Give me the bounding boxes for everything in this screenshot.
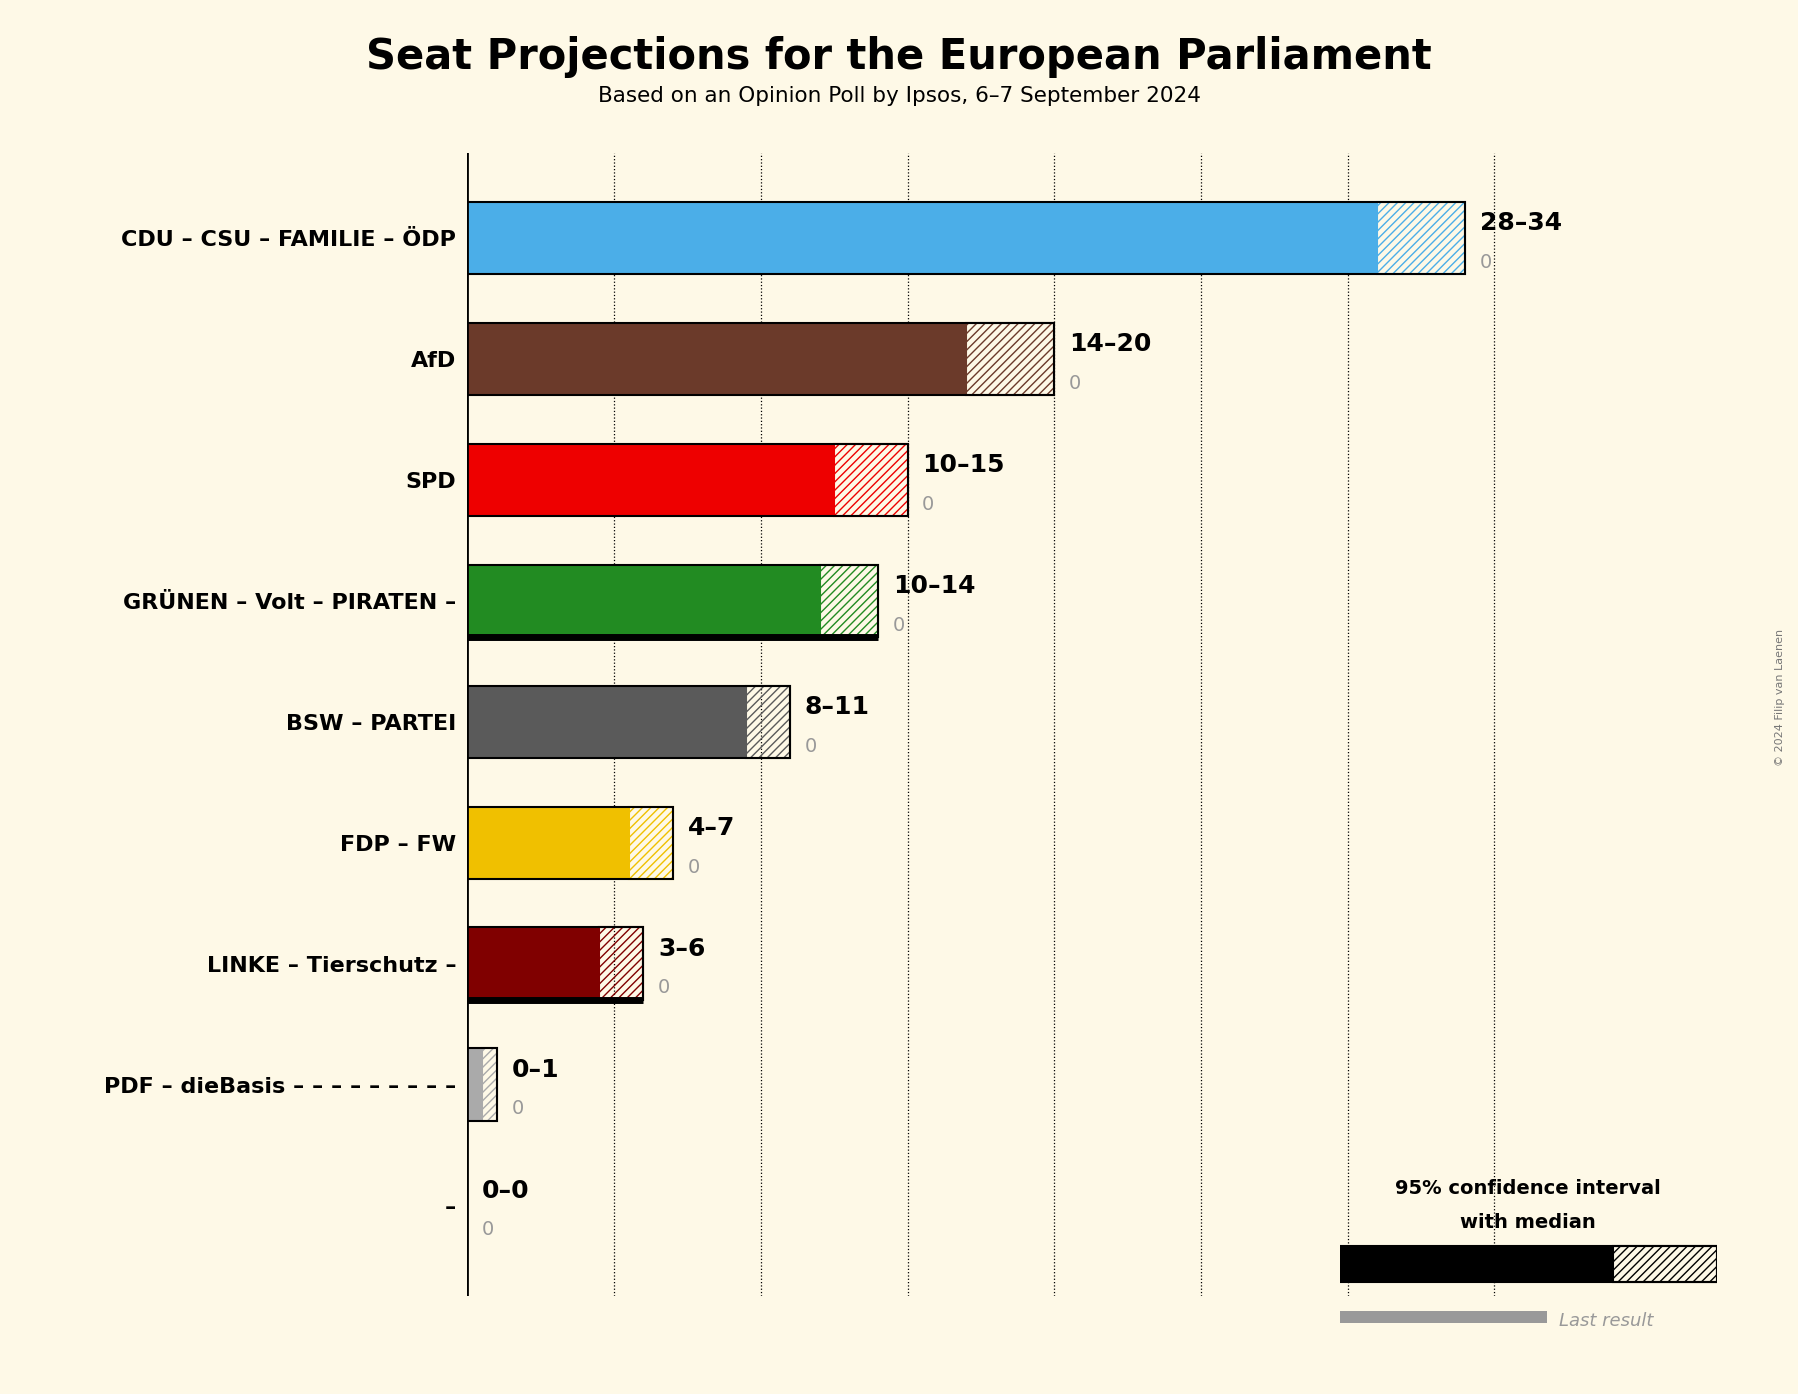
Text: 0–1: 0–1 (511, 1058, 559, 1082)
Bar (966, 322, 1054, 396)
Bar (1340, 1246, 1510, 1281)
Bar (599, 927, 644, 999)
Bar (834, 443, 908, 516)
Bar (482, 1048, 496, 1121)
Bar (761, 443, 834, 516)
Bar (1377, 202, 1465, 275)
Bar (467, 443, 761, 516)
Bar (703, 686, 746, 758)
Bar (629, 807, 672, 880)
Text: 0–0: 0–0 (482, 1179, 530, 1203)
Text: Last result: Last result (1559, 1312, 1652, 1330)
Bar (467, 1048, 496, 1121)
Text: 0: 0 (1068, 374, 1081, 393)
Text: 8–11: 8–11 (806, 696, 870, 719)
Text: 0: 0 (894, 616, 904, 634)
Text: Based on an Opinion Poll by Ipsos, 6–7 September 2024: Based on an Opinion Poll by Ipsos, 6–7 S… (597, 86, 1201, 106)
Bar (1510, 1246, 1613, 1281)
Bar (1340, 1312, 1546, 1323)
Text: 0: 0 (687, 857, 699, 877)
Bar (467, 686, 703, 758)
Bar (467, 927, 556, 999)
Bar (877, 322, 966, 396)
Text: 3–6: 3–6 (658, 937, 705, 962)
Text: Seat Projections for the European Parliament: Seat Projections for the European Parlia… (367, 36, 1431, 78)
Text: © 2024 Filip van Laenen: © 2024 Filip van Laenen (1775, 629, 1785, 765)
Text: with median: with median (1460, 1213, 1597, 1232)
Text: 10–15: 10–15 (922, 453, 1005, 477)
Bar (1340, 1246, 1717, 1281)
Bar (467, 565, 877, 637)
Bar (467, 202, 1289, 275)
Bar (467, 1048, 482, 1121)
Bar (746, 686, 789, 758)
Text: 0: 0 (511, 1100, 523, 1118)
Bar (467, 927, 644, 999)
Text: 4–7: 4–7 (687, 817, 735, 841)
Bar (467, 443, 908, 516)
Text: 0: 0 (1480, 252, 1492, 272)
Bar (584, 807, 629, 880)
Bar (820, 565, 877, 637)
Bar (467, 322, 1054, 396)
Bar (556, 927, 599, 999)
Bar (467, 202, 1465, 275)
Text: 0: 0 (922, 495, 935, 513)
Bar (1289, 202, 1377, 275)
Bar (761, 565, 820, 637)
Text: 10–14: 10–14 (894, 574, 975, 598)
Bar (467, 686, 789, 758)
Bar (1613, 1246, 1717, 1281)
Text: 0: 0 (482, 1220, 494, 1239)
Bar (467, 322, 877, 396)
Text: 28–34: 28–34 (1480, 212, 1562, 236)
Bar (467, 565, 761, 637)
Text: 95% confidence interval: 95% confidence interval (1395, 1179, 1661, 1199)
Bar (467, 807, 672, 880)
Text: 0: 0 (658, 979, 671, 998)
Text: 14–20: 14–20 (1068, 332, 1151, 357)
Text: 0: 0 (806, 736, 816, 756)
Bar (467, 807, 584, 880)
